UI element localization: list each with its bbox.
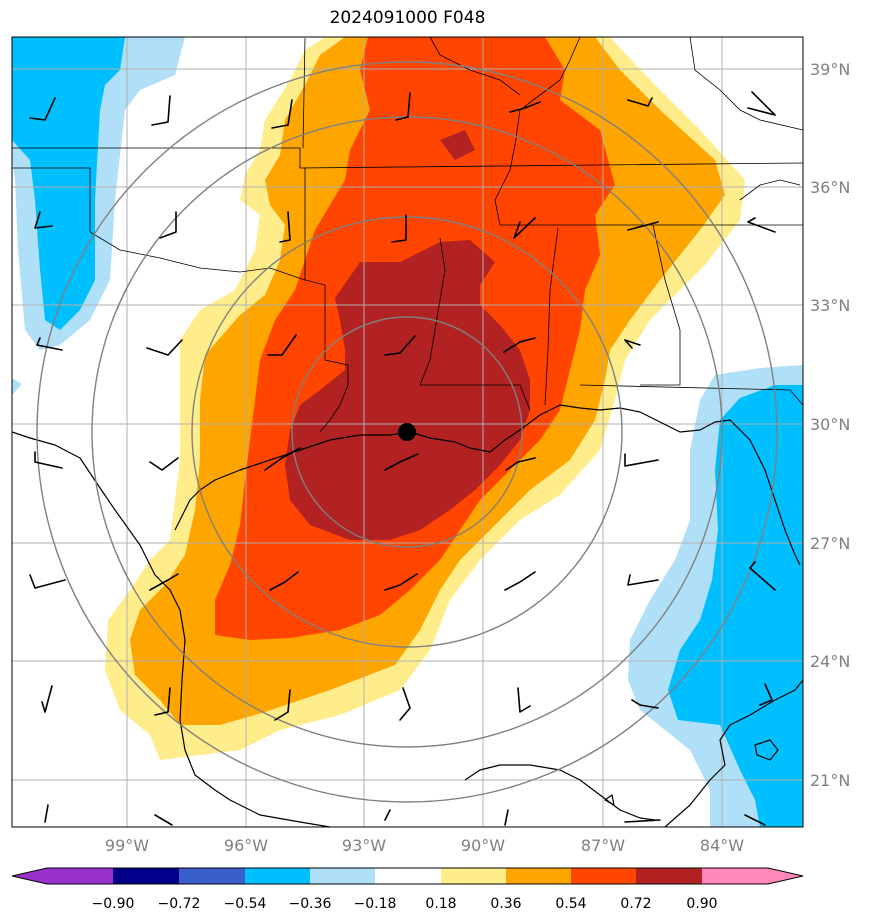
longitude-labels: 99°W 96°W 93°W 90°W 87°W 84°W	[105, 836, 744, 855]
colorbar-tick-label: 0.54	[555, 896, 586, 912]
colorbar-outline	[11, 867, 804, 885]
colorbar-tick-label: −0.54	[224, 896, 267, 912]
lat-label: 36°N	[810, 178, 850, 197]
negative-region-east	[628, 365, 803, 827]
latitude-labels: 39°N 36°N 33°N 30°N 27°N 24°N 21°N	[810, 60, 850, 790]
colorbar-tick-label: 0.72	[620, 896, 651, 912]
colorbar-tick-label: 0.18	[425, 896, 456, 912]
lon-label: 99°W	[105, 836, 149, 855]
colorbar-segment	[571, 868, 636, 884]
lat-label: 30°N	[810, 415, 850, 434]
lat-label: 21°N	[810, 771, 850, 790]
colorbar-segment	[702, 868, 768, 884]
lat-label: 39°N	[810, 60, 850, 79]
lon-label: 84°W	[700, 836, 744, 855]
colorbar-tick-label: −0.90	[92, 896, 135, 912]
map-title: 2024091000 F048	[329, 8, 486, 28]
map-area	[12, 37, 803, 827]
lon-label: 93°W	[342, 836, 386, 855]
colorbar: −0.90 −0.72 −0.54 −0.36 −0.18 0.18 0.36 …	[11, 867, 804, 912]
colorbar-tick-label: 0.36	[490, 896, 521, 912]
state-borders	[12, 37, 803, 433]
negative-region-west	[12, 37, 185, 395]
colorbar-segment	[113, 868, 179, 884]
positive-region	[105, 37, 745, 760]
colorbar-extend-low	[12, 868, 47, 884]
lat-label: 24°N	[810, 652, 850, 671]
colorbar-tick-label: −0.72	[158, 896, 201, 912]
lon-label: 96°W	[224, 836, 268, 855]
colorbar-segment	[179, 868, 245, 884]
colorbar-segment	[441, 868, 506, 884]
colorbar-segment	[636, 868, 702, 884]
lon-label: 87°W	[581, 836, 625, 855]
wind-barbs	[29, 91, 776, 826]
lat-label: 33°N	[810, 296, 850, 315]
colorbar-segment	[47, 868, 113, 884]
map-frame	[11, 36, 804, 828]
colorbar-tick-label: −0.18	[354, 896, 397, 912]
colorbar-tick-label: 0.90	[686, 896, 717, 912]
colorbar-segment	[245, 868, 310, 884]
colorbar-segment	[506, 868, 571, 884]
coastlines	[12, 404, 803, 827]
colorbar-extend-high	[768, 868, 803, 884]
lat-label: 27°N	[810, 534, 850, 553]
colorbar-segment	[375, 868, 441, 884]
storm-center-dot	[398, 423, 416, 441]
colorbar-segment	[310, 868, 375, 884]
colorbar-tick-label: −0.36	[289, 896, 332, 912]
lon-label: 90°W	[461, 836, 505, 855]
